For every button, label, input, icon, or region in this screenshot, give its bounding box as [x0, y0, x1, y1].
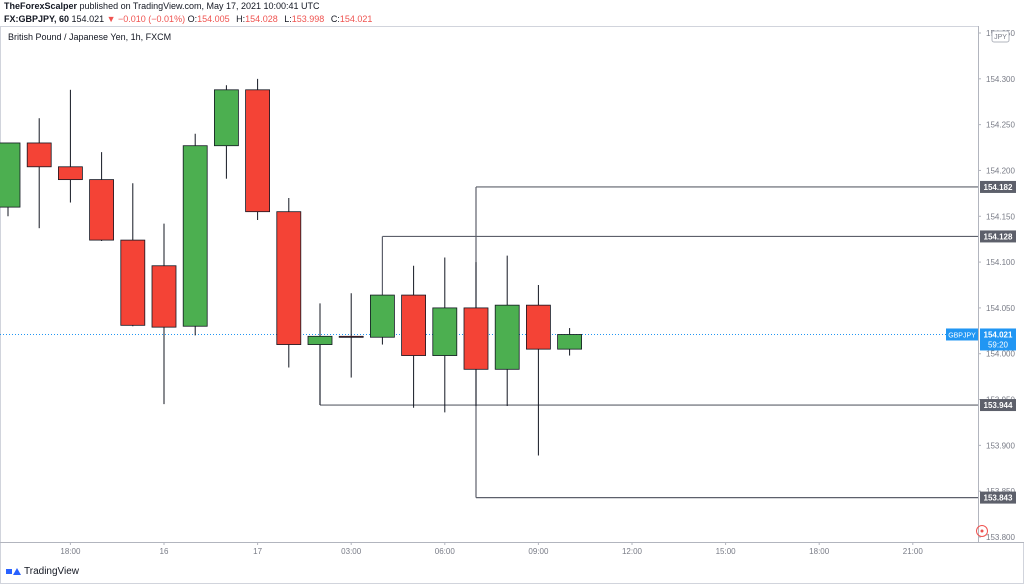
price-tick-label: 154.050: [986, 304, 1015, 313]
candle: [182, 133, 208, 336]
candle: [432, 257, 458, 413]
candle: [369, 294, 395, 345]
time-tick-label: 16: [160, 547, 169, 556]
level-price-tag: [980, 180, 1016, 193]
candle-body: [89, 179, 114, 241]
quote-line: FX:GBPJPY, 60 154.021 ▼ −0.010 (−0.01%) …: [4, 14, 376, 24]
high-value: 154.028: [245, 14, 278, 24]
open-label: O:: [187, 14, 198, 24]
close-label: C:: [330, 14, 340, 24]
candle: [276, 197, 302, 368]
price-tags: 154.182 154.128 153.944 153.843 GBPJPY 154.02…: [946, 180, 1016, 504]
symbol-label[interactable]: FX:GBPJPY, 60: [4, 14, 70, 24]
time-axis[interactable]: 18:00 16 17 03:00 06:00 09:00 12:00 15:00 18:00 2…: [60, 542, 923, 556]
level-price-tag: [980, 230, 1016, 243]
price-tick-label: 154.250: [986, 121, 1015, 130]
candle-body: [213, 89, 239, 147]
price-change: ▼ −0.010 (−0.01%): [106, 14, 186, 24]
time-tick-label: 03:00: [341, 547, 362, 556]
candle-body: [432, 307, 458, 356]
candles: [0, 78, 582, 456]
price-tick-label: 154.300: [986, 75, 1015, 84]
price-tick-label: 154.200: [986, 166, 1015, 175]
publish-info: TheForexScalper published on TradingView…: [4, 1, 320, 11]
last-price: 154.021: [71, 14, 105, 24]
candle: [338, 293, 364, 378]
countdown-text: 59:20: [988, 340, 1009, 349]
author-name[interactable]: TheForexScalper: [4, 1, 78, 11]
time-tick-label: 21:00: [903, 547, 924, 556]
level-price-tag: [980, 399, 1016, 412]
candle-body: [338, 335, 364, 338]
price-tick-label: 154.000: [986, 350, 1015, 359]
candle: [463, 262, 489, 406]
chart-title: British Pound / Japanese Yen, 1h, FXCM: [8, 32, 171, 42]
candle-body: [526, 304, 551, 350]
candle-body: [58, 166, 83, 181]
price-tick-label: 153.900: [986, 441, 1015, 450]
level-price-tag-text: 154.182: [984, 183, 1013, 192]
brand-name: TradingView: [24, 566, 80, 577]
symbol-tag: [946, 328, 978, 341]
candle: [89, 152, 114, 242]
price-chart[interactable]: British Pound / Japanese Yen, 1h, FXCM 1…: [0, 26, 1024, 584]
candle: [0, 142, 21, 217]
publish-text: published on TradingView.com, May 17, 20…: [79, 1, 320, 11]
candle: [401, 265, 427, 408]
currency-badge[interactable]: JPY: [991, 30, 1010, 43]
candle: [307, 303, 333, 406]
candle: [58, 89, 83, 203]
level-price-tag-text: 153.843: [984, 494, 1013, 503]
level-price-tag-text: 154.128: [984, 232, 1013, 241]
candle: [557, 328, 582, 356]
candle: [26, 118, 52, 229]
level-price-tag-text: 153.944: [984, 401, 1013, 410]
candle: [526, 285, 551, 456]
candle-body: [151, 265, 177, 328]
time-tick-label: 18:00: [809, 547, 830, 556]
candle: [213, 85, 239, 179]
low-label: L:: [284, 14, 292, 24]
time-tick-label: 12:00: [622, 547, 643, 556]
currency-badge-text: JPY: [994, 34, 1007, 41]
candle: [120, 183, 146, 327]
time-tick-label: 09:00: [528, 547, 549, 556]
tradingview-logo[interactable]: TradingView: [6, 566, 79, 577]
time-tick-label: 06:00: [435, 547, 456, 556]
time-tick-label: 15:00: [716, 547, 737, 556]
symbol-tag-text: GBPJPY: [948, 332, 976, 339]
candle: [245, 78, 271, 220]
current-price-tag: [980, 328, 1016, 351]
candle-body: [182, 145, 208, 327]
candle-body: [557, 334, 582, 350]
candle-body: [245, 89, 271, 213]
candle-body: [120, 239, 146, 326]
price-tick-label: 154.150: [986, 212, 1015, 221]
level-price-tag: [980, 491, 1016, 504]
current-price-tag-text: 154.021: [984, 330, 1013, 339]
price-tick-label: 153.800: [986, 533, 1015, 542]
price-axis-bg: [978, 26, 1024, 542]
price-tick-label: 154.100: [986, 258, 1015, 267]
time-tick-label: 17: [253, 547, 262, 556]
tradingview-logo-icon: [6, 567, 21, 576]
candle-body: [276, 211, 302, 345]
candle-body: [307, 335, 333, 345]
high-label: H:: [236, 14, 246, 24]
candle: [494, 255, 520, 406]
target-icon[interactable]: [976, 525, 988, 537]
low-value: 153.998: [291, 14, 325, 24]
time-tick-label: 18:00: [60, 547, 81, 556]
candle-body: [26, 142, 52, 168]
candle-body: [0, 142, 21, 208]
open-value: 154.005: [197, 14, 230, 24]
candle-body: [463, 307, 489, 370]
candle-body: [401, 294, 427, 356]
candle: [151, 223, 177, 405]
candle-body: [494, 304, 520, 370]
close-value: 154.021: [339, 14, 373, 24]
candle-body: [369, 294, 395, 338]
